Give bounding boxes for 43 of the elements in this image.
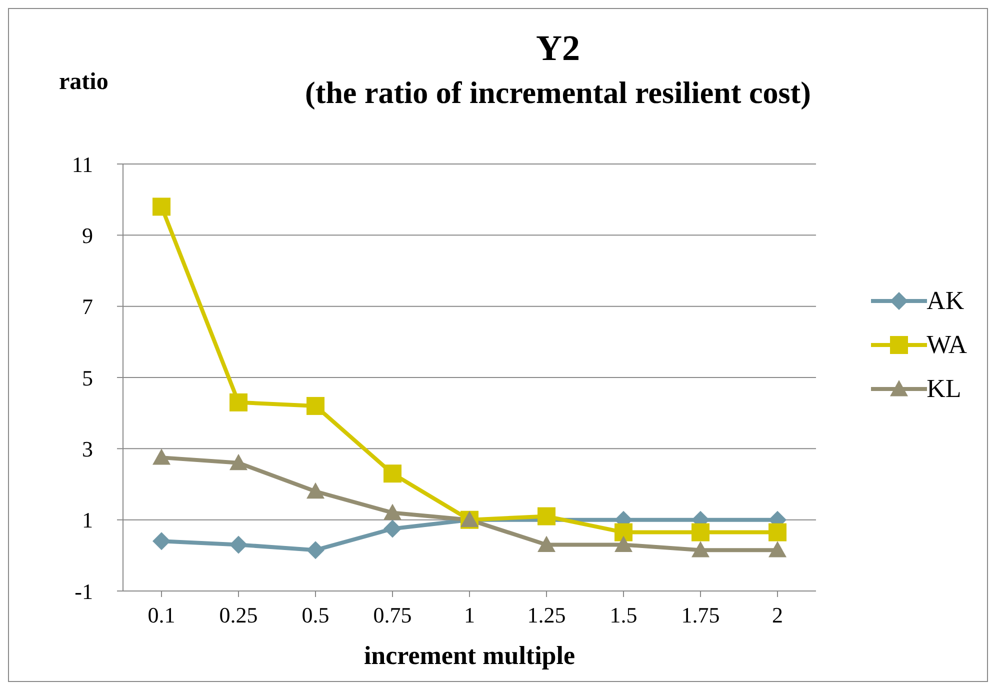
x-axis-title: increment multiple <box>362 641 576 671</box>
y-axis-title: ratio <box>59 69 108 96</box>
point <box>230 536 248 554</box>
point <box>538 507 556 526</box>
legend-label: WA <box>926 330 967 360</box>
point <box>306 482 324 499</box>
y-tick-label: 11 <box>72 152 93 177</box>
y-tick-label: 3 <box>82 436 93 462</box>
legend-label: KL <box>926 374 962 404</box>
point <box>230 454 248 470</box>
point <box>384 520 402 538</box>
point <box>538 536 556 552</box>
x-tick-label: 0.75 <box>373 602 412 628</box>
point <box>152 448 170 465</box>
x-tick-label: 0.5 <box>302 602 330 628</box>
point <box>306 541 324 560</box>
x-tick-label: 1.25 <box>527 602 566 628</box>
x-tick-label: 1.75 <box>681 602 720 628</box>
point <box>152 532 170 550</box>
legend-label: AK <box>926 286 964 316</box>
point <box>384 504 402 520</box>
x-tick-label: 1.5 <box>610 602 638 628</box>
point <box>614 536 632 552</box>
point <box>384 464 402 483</box>
y-tick-label: 1 <box>82 508 93 533</box>
chart-subtitle: (the ratio of incremental resilient cost) <box>304 75 812 111</box>
point <box>768 523 786 542</box>
point <box>692 541 710 558</box>
point <box>614 523 632 542</box>
y-tick-label: 9 <box>82 222 93 248</box>
x-tick-label: 0.25 <box>219 602 258 628</box>
point <box>692 523 710 542</box>
point <box>306 396 324 415</box>
point <box>152 198 170 216</box>
x-tick-label: 0.1 <box>148 602 176 628</box>
chart-title: Y2 <box>535 27 581 69</box>
y-tick-label: 7 <box>82 294 93 320</box>
x-tick-label: 1 <box>464 602 475 628</box>
x-tick-label: 2 <box>772 602 783 628</box>
point <box>230 393 248 412</box>
y-tick-label: -1 <box>74 578 93 604</box>
y-tick-label: 5 <box>82 365 93 390</box>
point <box>768 541 786 558</box>
